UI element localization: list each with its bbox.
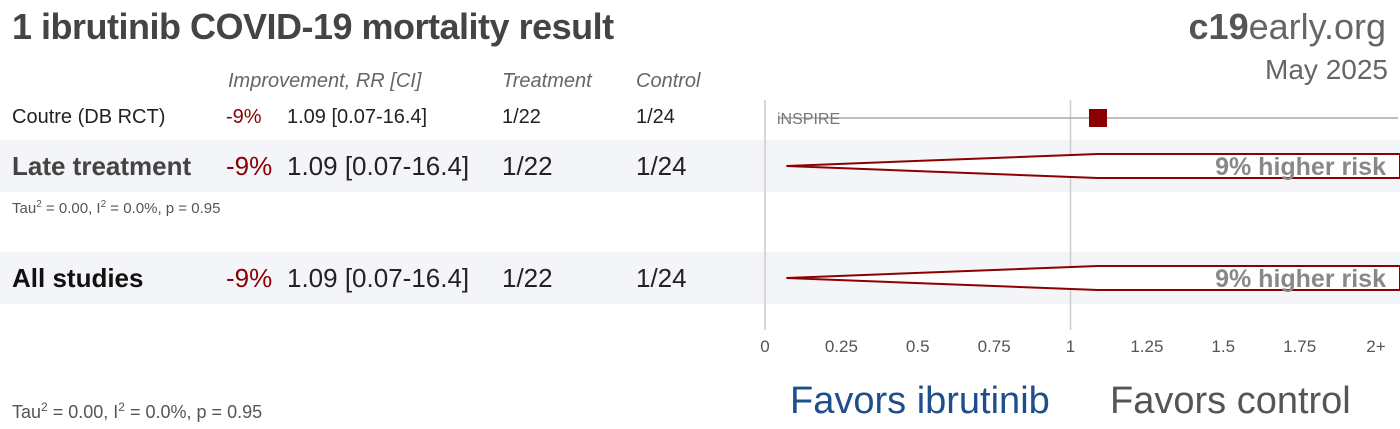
axis-tick-label: 1.75: [1283, 337, 1316, 356]
axis-tick-label: 0.5: [906, 337, 930, 356]
late-risk-label: 9% higher risk: [1215, 153, 1386, 181]
late-treatment-diamond: [786, 153, 1400, 179]
all-rr-ci: 1.09 [0.07-16.4]: [287, 263, 470, 293]
study-point-estimate: [1088, 109, 1107, 127]
axis-tick-label: 0.25: [825, 337, 858, 356]
axis-tick-label: 2+: [1366, 337, 1385, 356]
all-treatment: 1/22: [502, 263, 553, 293]
study-improvement: -9%: [226, 106, 262, 128]
improvement-column-header: Improvement, RR [CI]: [228, 70, 422, 92]
late-heterogeneity: Tau2 = 0.00, I2 = 0.0%, p = 0.95: [12, 199, 221, 217]
axis-tick-label: 1.25: [1130, 337, 1163, 356]
late-treatment: 1/22: [502, 151, 553, 181]
brand-logo[interactable]: c19early.org: [1189, 6, 1386, 48]
all-studies-label: All studies: [12, 263, 144, 293]
axis-tick-label: 1: [1066, 337, 1075, 356]
treatment-column-header: Treatment: [502, 70, 592, 92]
study-trial-label: iNSPIRE: [777, 111, 840, 128]
study-control: 1/24: [636, 106, 675, 128]
all-improvement: -9%: [226, 263, 273, 293]
study-rr-ci: 1.09 [0.07-16.4]: [287, 106, 428, 128]
page-title: 1 ibrutinib COVID-19 mortality result: [12, 6, 614, 47]
study-name[interactable]: Coutre (DB RCT): [12, 106, 166, 128]
favors-treatment-label: Favors ibrutinib: [790, 380, 1050, 422]
all-control: 1/24: [636, 263, 687, 293]
late-treatment-label: Late treatment: [12, 151, 192, 181]
brand-rest: early.org: [1248, 6, 1386, 47]
study-treatment: 1/22: [502, 106, 541, 128]
late-rr-ci: 1.09 [0.07-16.4]: [287, 151, 470, 181]
brand-bold: c19: [1188, 6, 1249, 47]
favors-control-label: Favors control: [1110, 380, 1351, 422]
late-control: 1/24: [636, 151, 687, 181]
axis-tick-label: 1.5: [1211, 337, 1235, 356]
all-heterogeneity: Tau2 = 0.00, I2 = 0.0%, p = 0.95: [12, 400, 263, 422]
late-improvement: -9%: [226, 151, 273, 181]
report-date: May 2025: [1265, 54, 1388, 85]
axis-tick-label: 0.75: [978, 337, 1011, 356]
control-column-header: Control: [636, 70, 701, 92]
axis-tick-label: 0: [760, 337, 769, 356]
all-risk-label: 9% higher risk: [1215, 265, 1386, 293]
all-studies-diamond: [786, 265, 1400, 291]
